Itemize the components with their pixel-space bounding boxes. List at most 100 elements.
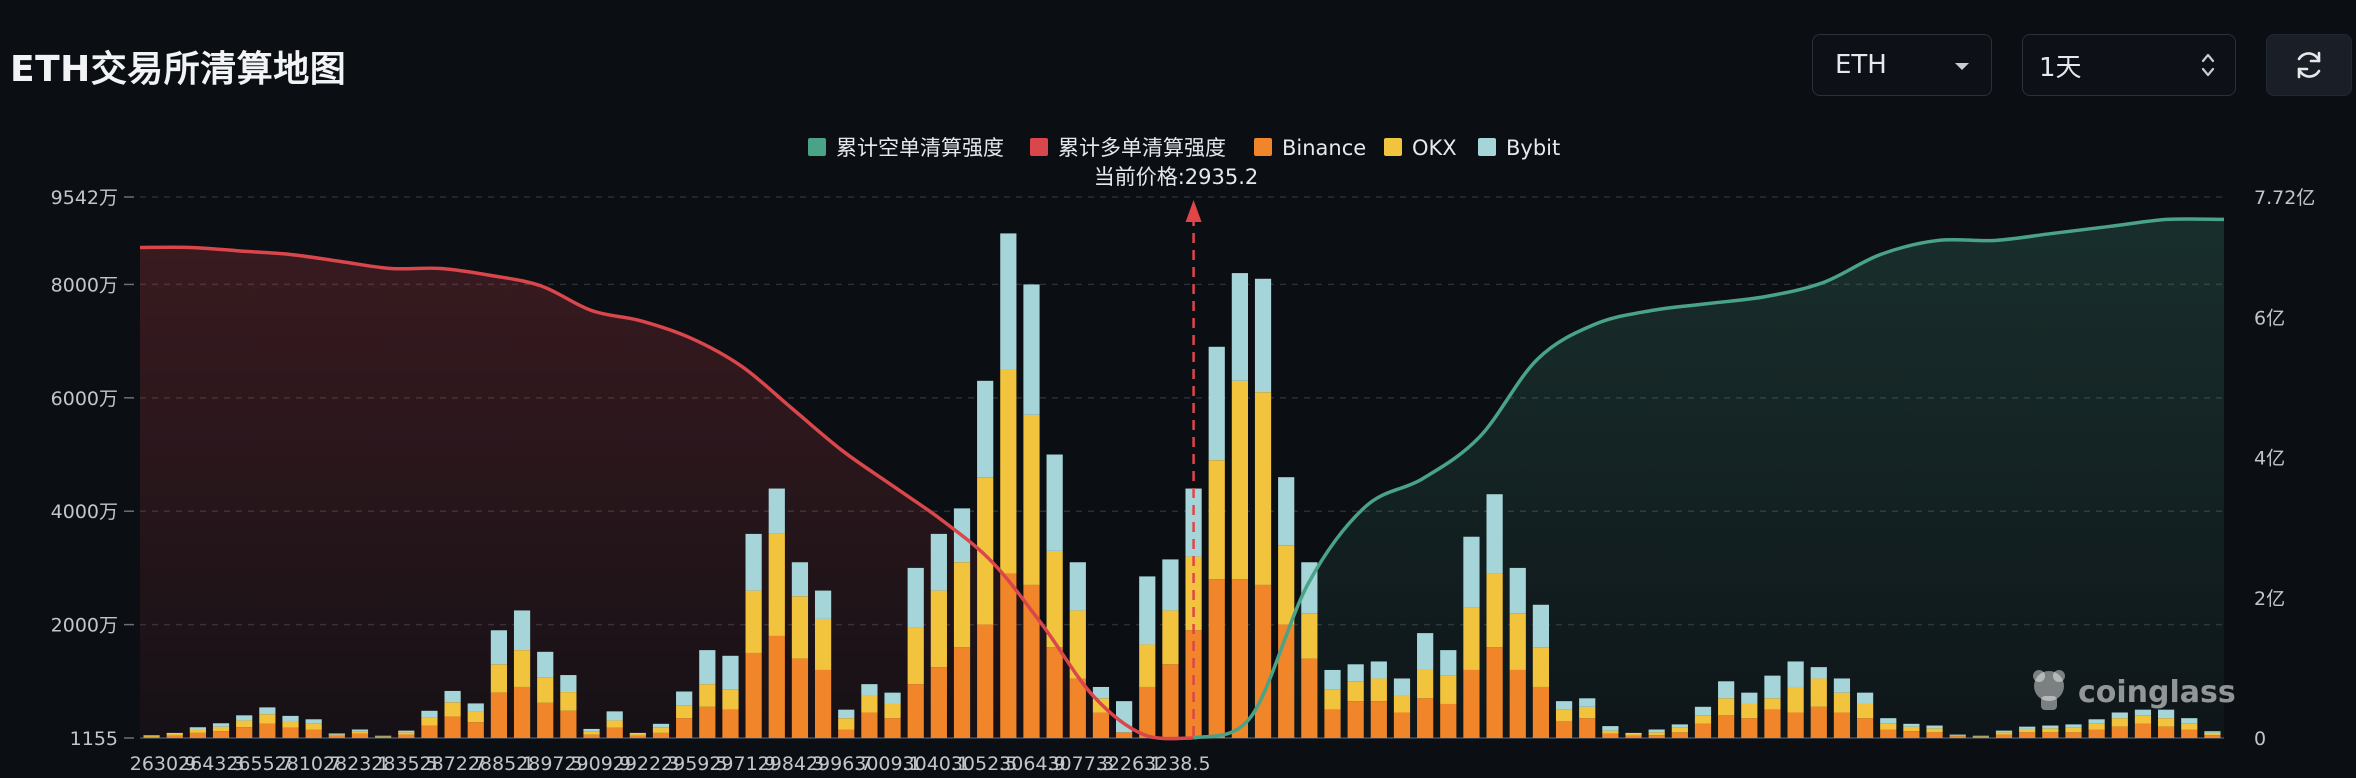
bar-okx bbox=[2181, 723, 2198, 730]
bar-binance bbox=[2158, 726, 2175, 738]
legend-label: 累计多单清算强度 bbox=[1058, 136, 1226, 160]
bar-okx bbox=[2111, 718, 2128, 727]
bar-bybit bbox=[513, 610, 531, 651]
bar-binance bbox=[930, 667, 947, 738]
bar-okx bbox=[398, 732, 415, 735]
bar-bybit bbox=[1023, 284, 1040, 415]
bar-binance bbox=[606, 727, 623, 738]
bar-okx bbox=[1856, 703, 1874, 719]
bar-bybit bbox=[722, 655, 739, 690]
bar-binance bbox=[1509, 669, 1526, 738]
bar-bybit bbox=[2065, 724, 2082, 728]
coin-select-value: ETH bbox=[1835, 50, 1887, 80]
bar-binance bbox=[1579, 718, 1596, 738]
bar-bybit bbox=[1972, 735, 1989, 737]
bar-bybit bbox=[537, 651, 554, 678]
bar-okx bbox=[907, 627, 924, 685]
bar-bybit bbox=[838, 709, 855, 719]
bar-binance bbox=[351, 733, 369, 738]
bar-binance bbox=[513, 686, 531, 738]
bar-binance bbox=[1718, 715, 1735, 738]
bar-okx bbox=[1625, 734, 1642, 736]
bar-okx bbox=[351, 731, 369, 734]
bar-okx bbox=[282, 720, 299, 728]
bar-bybit bbox=[560, 675, 577, 693]
bar-binance bbox=[1972, 736, 1989, 738]
bar-bybit bbox=[1880, 718, 1897, 724]
x-tick-label: 3064.9 bbox=[999, 753, 1065, 775]
legend-label: Binance bbox=[1282, 136, 1366, 160]
bar-okx bbox=[1648, 732, 1665, 736]
refresh-button[interactable] bbox=[2266, 34, 2352, 96]
bar-binance bbox=[1810, 706, 1827, 738]
time-range-value: 1天 bbox=[2039, 52, 2082, 83]
bar-binance bbox=[398, 734, 415, 738]
bar-okx bbox=[861, 695, 878, 713]
bar-okx bbox=[1278, 545, 1295, 625]
bar-binance bbox=[814, 669, 832, 738]
cumulative-areas bbox=[140, 218, 2224, 739]
bar-okx bbox=[513, 650, 531, 687]
bar-binance bbox=[490, 692, 508, 738]
bar-binance bbox=[2111, 726, 2128, 738]
bar-bybit bbox=[1486, 494, 1503, 574]
bar-okx bbox=[189, 729, 206, 733]
bar-okx bbox=[1764, 698, 1781, 710]
bar-bybit bbox=[1903, 723, 1920, 727]
bar-binance bbox=[1231, 579, 1248, 738]
x-tick-label: 2922.3 bbox=[613, 753, 679, 775]
bar-okx bbox=[490, 664, 508, 693]
coin-select[interactable]: ETH bbox=[1812, 34, 1992, 96]
bar-okx bbox=[1417, 669, 1434, 699]
bar-okx bbox=[1254, 392, 1272, 585]
bar-okx bbox=[977, 477, 994, 625]
bar-bybit bbox=[305, 719, 322, 724]
bar-binance bbox=[1301, 658, 1318, 738]
bar-binance bbox=[2204, 735, 2221, 738]
bar-okx bbox=[676, 705, 693, 719]
chart-legend: 累计空单清算强度 累计多单清算强度 Binance OKX Bybit bbox=[808, 136, 1560, 160]
bar-bybit bbox=[884, 692, 901, 704]
bar-binance bbox=[1532, 686, 1550, 738]
bar-bybit bbox=[1555, 701, 1573, 710]
bar-bybit bbox=[1046, 454, 1063, 551]
bar-binance bbox=[768, 635, 785, 738]
bar-binance bbox=[236, 727, 253, 738]
bar-okx bbox=[1833, 692, 1851, 713]
bar-okx bbox=[1069, 610, 1086, 679]
bar-bybit bbox=[1000, 233, 1017, 370]
x-tick-label: 2909.9 bbox=[564, 753, 630, 775]
bar-binance bbox=[1903, 731, 1920, 738]
bar-bybit bbox=[2088, 719, 2105, 724]
updown-arrows-icon bbox=[2201, 53, 2215, 77]
bar-okx bbox=[768, 533, 785, 636]
y-axis-right: 0 2亿 4亿 6亿 7.72亿 bbox=[2254, 187, 2315, 750]
bar-binance bbox=[1347, 701, 1364, 738]
bar-bybit bbox=[490, 630, 508, 665]
bar-okx bbox=[745, 590, 762, 653]
bar-okx bbox=[1532, 647, 1550, 687]
bar-bybit bbox=[1440, 650, 1457, 676]
bar-bybit bbox=[1393, 678, 1411, 696]
bar-okx bbox=[1810, 678, 1827, 707]
bar-okx bbox=[1555, 709, 1573, 721]
bar-bybit bbox=[421, 710, 438, 718]
bar-binance bbox=[1555, 720, 1573, 738]
bar-bybit bbox=[212, 723, 230, 727]
x-tick-label: 3226.1 bbox=[1096, 753, 1162, 775]
bar-bybit bbox=[1833, 678, 1851, 693]
bar-bybit bbox=[1949, 734, 1966, 736]
bar-bybit bbox=[1579, 698, 1596, 707]
bar-okx bbox=[1602, 730, 1619, 734]
bar-okx bbox=[1324, 689, 1341, 710]
bar-binance bbox=[1625, 735, 1642, 738]
current-price-label: 当前价格:2935.2 bbox=[1094, 165, 1259, 189]
bar-binance bbox=[1417, 698, 1434, 738]
bar-bybit bbox=[259, 707, 276, 715]
bar-binance bbox=[421, 725, 438, 738]
bar-bybit bbox=[1532, 604, 1550, 648]
bar-okx bbox=[537, 677, 554, 703]
bar-okx bbox=[444, 702, 461, 717]
bar-binance bbox=[444, 716, 461, 738]
time-range-select[interactable]: 1天 bbox=[2022, 34, 2236, 96]
